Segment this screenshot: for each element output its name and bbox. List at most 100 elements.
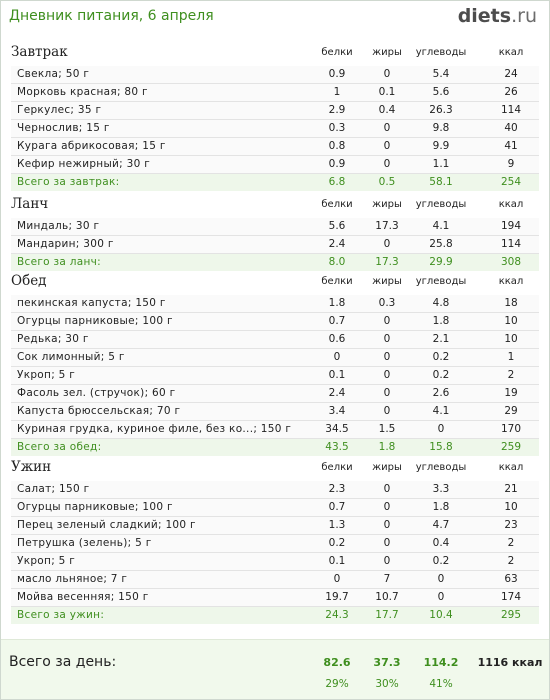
food-name[interactable]: Укроп; 5 г (17, 555, 76, 567)
food-name[interactable]: Капуста брюссельская; 70 г (17, 405, 181, 417)
food-carbs: 4.8 (432, 297, 450, 309)
day-total-fat-pct: 30% (375, 678, 399, 690)
food-name[interactable]: Сок лимонный; 5 г (17, 351, 125, 363)
food-name[interactable]: Курага абрикосовая; 15 г (17, 140, 166, 152)
day-total-fat: 37.3 (373, 656, 401, 669)
food-row[interactable]: пекинская капуста; 150 г 1.8 0.3 4.8 18 (11, 295, 539, 313)
food-row[interactable]: Перец зеленый сладкий; 100 г 1.3 0 4.7 23 (11, 517, 539, 535)
food-name[interactable]: Геркулес; 35 г (17, 104, 102, 116)
food-row[interactable]: Курага абрикосовая; 15 г 0.8 0 9.9 41 (11, 138, 539, 156)
food-protein: 2.4 (328, 387, 346, 399)
food-protein: 0 (333, 351, 341, 363)
column-header-kcal: ккал (498, 47, 524, 58)
column-header-protein: белки (321, 462, 353, 473)
meal-header: Ланч белки жиры углеводы ккал (1, 196, 549, 214)
food-fat: 0 (383, 238, 391, 250)
food-protein: 1.3 (328, 519, 346, 531)
food-carbs: 2.1 (432, 333, 450, 345)
food-row[interactable]: Миндаль; 30 г 5.6 17.3 4.1 194 (11, 218, 539, 236)
day-total-protein: 82.6 (323, 656, 351, 669)
food-row[interactable]: Геркулес; 35 г 2.9 0.4 26.3 114 (11, 102, 539, 120)
food-name[interactable]: Салат; 150 г (17, 483, 90, 495)
food-carbs: 3.3 (432, 483, 450, 495)
meal-total-label: Всего за ужин: (17, 609, 105, 621)
food-protein: 0.7 (328, 501, 346, 513)
food-carbs: 9.8 (432, 122, 450, 134)
meal-title: Ланч (11, 196, 49, 212)
column-header-kcal: ккал (498, 462, 524, 473)
food-row[interactable]: Мандарин; 300 г 2.4 0 25.8 114 (11, 236, 539, 254)
food-protein: 2.9 (328, 104, 346, 116)
column-header-fat: жиры (372, 462, 402, 473)
food-row[interactable]: Кефир нежирный; 30 г 0.9 0 1.1 9 (11, 156, 539, 174)
food-kcal: 10 (504, 315, 518, 327)
food-kcal: 40 (504, 122, 518, 134)
meal-total-row: Всего за ланч: 8.0 17.3 29.9 308 (11, 254, 539, 272)
site-logo[interactable]: diets.ru (458, 5, 537, 27)
food-fat: 0 (383, 369, 391, 381)
food-name[interactable]: Свекла; 50 г (17, 68, 90, 80)
meal-total-row: Всего за ужин: 24.3 17.7 10.4 295 (11, 607, 539, 625)
meal-header: Завтрак белки жиры углеводы ккал (1, 44, 549, 62)
food-row[interactable]: Укроп; 5 г 0.1 0 0.2 2 (11, 553, 539, 571)
meal-total-fat: 0.5 (378, 176, 396, 188)
food-name[interactable]: Морковь красная; 80 г (17, 86, 148, 98)
food-name[interactable]: Кефир нежирный; 30 г (17, 158, 151, 170)
food-kcal: 114 (500, 238, 522, 250)
food-name[interactable]: Петрушка (зелень); 5 г (17, 537, 152, 549)
food-name[interactable]: Перец зеленый сладкий; 100 г (17, 519, 196, 531)
food-row[interactable]: Редька; 30 г 0.6 0 2.1 10 (11, 331, 539, 349)
food-name[interactable]: Фасоль зел. (стручок); 60 г (17, 387, 176, 399)
food-row[interactable]: Капуста брюссельская; 70 г 3.4 0 4.1 29 (11, 403, 539, 421)
meal-total-carbs: 29.9 (429, 256, 453, 268)
food-row[interactable]: Мойва весенняя; 150 г 19.7 10.7 0 174 (11, 589, 539, 607)
food-name[interactable]: Редька; 30 г (17, 333, 89, 345)
food-name[interactable]: Мойва весенняя; 150 г (17, 591, 149, 603)
food-row[interactable]: Огурцы парниковые; 100 г 0.7 0 1.8 10 (11, 313, 539, 331)
food-row[interactable]: Фасоль зел. (стручок); 60 г 2.4 0 2.6 19 (11, 385, 539, 403)
food-name[interactable]: Мандарин; 300 г (17, 238, 114, 250)
header: Дневник питания, 6 апреля diets.ru (1, 1, 549, 36)
food-fat: 0 (383, 333, 391, 345)
food-row[interactable]: Укроп; 5 г 0.1 0 0.2 2 (11, 367, 539, 385)
food-name[interactable]: масло льняное; 7 г (17, 573, 128, 585)
meal-title: Завтрак (11, 44, 68, 60)
food-row[interactable]: Салат; 150 г 2.3 0 3.3 21 (11, 481, 539, 499)
food-row[interactable]: Сок лимонный; 5 г 0 0 0.2 1 (11, 349, 539, 367)
food-protein: 2.3 (328, 483, 346, 495)
food-fat: 0.3 (378, 297, 396, 309)
food-name[interactable]: Чернослив; 15 г (17, 122, 110, 134)
day-total-carbs: 114.2 (423, 656, 459, 669)
food-name[interactable]: Огурцы парниковые; 100 г (17, 315, 173, 327)
logo-main: diets (457, 5, 512, 27)
food-carbs: 4.1 (432, 405, 450, 417)
column-header-carbs: углеводы (415, 462, 467, 473)
food-row[interactable]: Свекла; 50 г 0.9 0 5.4 24 (11, 66, 539, 84)
food-carbs: 0.2 (432, 369, 450, 381)
food-protein: 1.8 (328, 297, 346, 309)
food-fat: 0 (383, 351, 391, 363)
food-kcal: 18 (504, 297, 518, 309)
food-name[interactable]: Куриная грудка, куриное филе, без ко...;… (17, 423, 292, 435)
food-name[interactable]: Укроп; 5 г (17, 369, 76, 381)
food-name[interactable]: Огурцы парниковые; 100 г (17, 501, 173, 513)
meal-total-label: Всего за обед: (17, 441, 102, 453)
food-row[interactable]: Куриная грудка, куриное филе, без ко...;… (11, 421, 539, 439)
food-name[interactable]: пекинская капуста; 150 г (17, 297, 166, 309)
food-row[interactable]: Морковь красная; 80 г 1 0.1 5.6 26 (11, 84, 539, 102)
meal-total-kcal: 259 (500, 441, 522, 453)
food-row[interactable]: масло льняное; 7 г 0 7 0 63 (11, 571, 539, 589)
meal-total-kcal: 295 (500, 609, 522, 621)
meal-total-protein: 8.0 (328, 256, 346, 268)
meal-total-fat: 1.8 (378, 441, 396, 453)
food-row[interactable]: Огурцы парниковые; 100 г 0.7 0 1.8 10 (11, 499, 539, 517)
meal-title: Обед (11, 273, 47, 289)
food-carbs: 1.8 (432, 501, 450, 513)
food-row[interactable]: Петрушка (зелень); 5 г 0.2 0 0.4 2 (11, 535, 539, 553)
page-title: Дневник питания, 6 апреля (9, 8, 214, 24)
food-protein: 0 (333, 573, 341, 585)
logo-tld: .ru (511, 5, 537, 27)
food-name[interactable]: Миндаль; 30 г (17, 220, 100, 232)
food-row[interactable]: Чернослив; 15 г 0.3 0 9.8 40 (11, 120, 539, 138)
